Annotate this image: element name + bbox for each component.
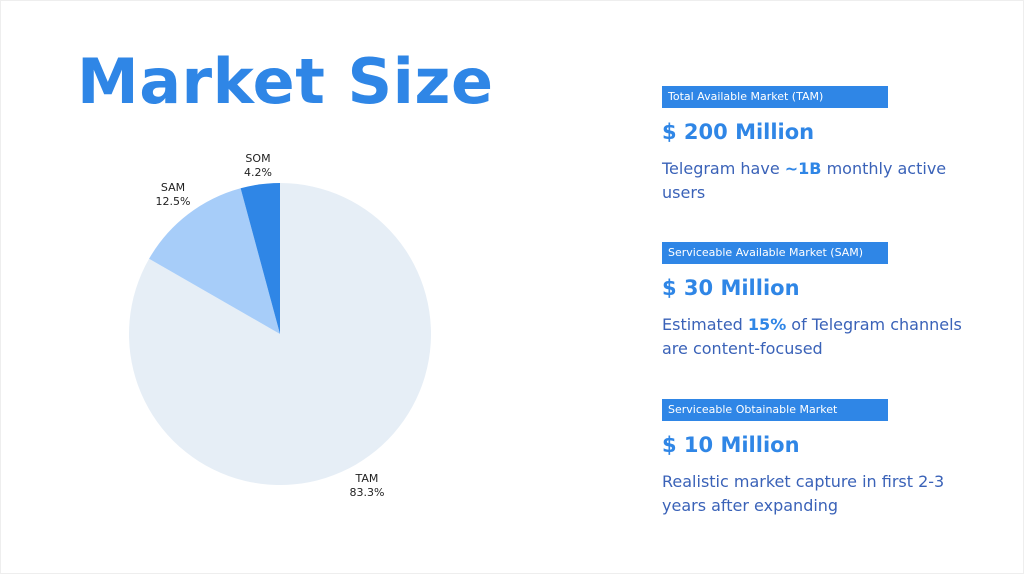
market-value: $ 10 Million bbox=[662, 433, 800, 457]
market-tag: Total Available Market (TAM) bbox=[662, 86, 888, 108]
market-block-sam: Serviceable Available Market (SAM) $ 30 … bbox=[662, 242, 982, 361]
desc-text: monthly active users bbox=[662, 159, 947, 203]
pie-slice-som bbox=[240, 183, 280, 334]
market-value: $ 200 Million bbox=[662, 120, 815, 144]
market-description: Estimated 15% of Telegram channels are c… bbox=[662, 313, 982, 361]
pie-label-sam-value: 12.5% bbox=[156, 195, 191, 208]
desc-text: of Telegram channels are content-focused bbox=[662, 315, 962, 359]
market-tag: Serviceable Available Market (SAM) bbox=[662, 242, 888, 264]
market-description: Realistic market capture in first 2-3 ye… bbox=[662, 470, 982, 518]
pie-label-sam-name: SAM bbox=[161, 181, 185, 194]
pie-slices bbox=[129, 183, 432, 486]
desc-text: Telegram have bbox=[662, 159, 785, 179]
pie-chart: TAM 83.3% SAM 12.5% SOM 4.2% bbox=[129, 152, 432, 499]
desc-text: Estimated bbox=[662, 315, 748, 335]
pie-labels: TAM 83.3% SAM 12.5% SOM 4.2% bbox=[156, 152, 385, 499]
pie-label-som-name: SOM bbox=[245, 152, 270, 165]
pie-slice-sam bbox=[149, 188, 280, 334]
market-block-tam: Total Available Market (TAM) $ 200 Milli… bbox=[662, 86, 982, 205]
market-block-som: Serviceable Obtainable Market $ 10 Milli… bbox=[662, 399, 982, 518]
pie-label-som-value: 4.2% bbox=[244, 166, 272, 179]
desc-highlight: 15% bbox=[747, 315, 787, 335]
pie-label-tam-name: TAM bbox=[355, 472, 379, 485]
market-tag: Serviceable Obtainable Market bbox=[662, 399, 888, 421]
market-description: Telegram have ~1B monthly active users bbox=[662, 157, 982, 205]
desc-highlight: ~1B bbox=[784, 159, 822, 179]
page-title: Market Size bbox=[77, 45, 494, 118]
market-value: $ 30 Million bbox=[662, 276, 800, 300]
pie-label-tam-value: 83.3% bbox=[350, 486, 385, 499]
desc-text: Realistic market capture in first 2-3 ye… bbox=[662, 472, 945, 516]
